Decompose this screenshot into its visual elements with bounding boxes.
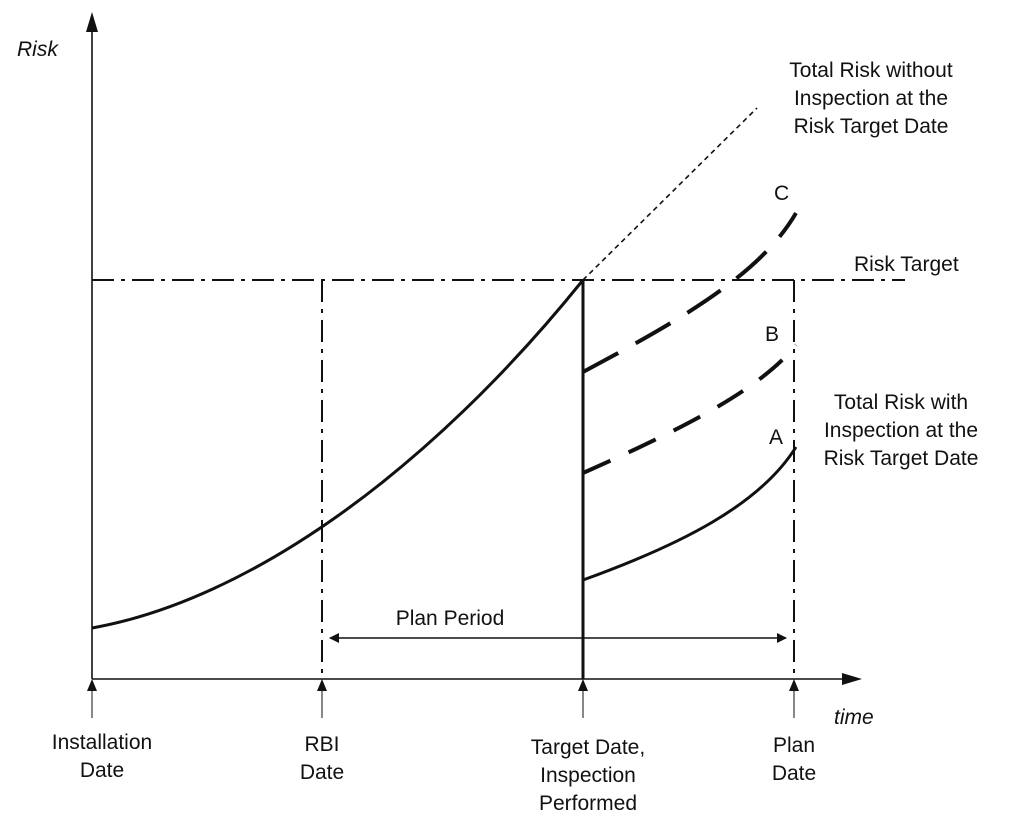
curve-a-label: A: [769, 426, 783, 449]
x-axis-label: time: [834, 706, 874, 729]
target-marker: [578, 679, 588, 718]
installation-marker: [87, 679, 97, 718]
plan-marker: [789, 679, 799, 718]
installation-date-label: Installation Date: [52, 731, 152, 782]
target-date-label: Target Date, Inspection Performed: [531, 736, 645, 815]
risk-curve-before-inspection: [91, 279, 585, 630]
svg-text:Date: Date: [80, 759, 124, 782]
plan-date-label: Plan Date: [772, 734, 816, 785]
risk-without-inspection-line: [582, 107, 758, 281]
rbi-marker: [317, 679, 327, 718]
svg-text:RBI: RBI: [304, 733, 339, 756]
total-risk-without-label: Total Risk without Inspection at the Ris…: [789, 59, 953, 138]
y-axis-label: Risk: [17, 38, 59, 61]
curve-a: [582, 446, 798, 582]
svg-text:Inspection at the: Inspection at the: [824, 419, 978, 442]
curve-b-label: B: [765, 323, 779, 346]
y-axis-arrowhead: [86, 12, 98, 32]
x-axis-arrowhead: [842, 673, 862, 685]
total-risk-with-label: Total Risk with Inspection at the Risk T…: [824, 391, 979, 470]
svg-text:Risk Target Date: Risk Target Date: [824, 447, 979, 470]
svg-text:Total Risk with: Total Risk with: [834, 391, 968, 414]
curve-c: [582, 211, 798, 374]
svg-text:Total Risk without: Total Risk without: [789, 59, 953, 82]
svg-text:Date: Date: [300, 761, 344, 784]
svg-text:Inspection at the: Inspection at the: [794, 87, 948, 110]
rbi-date-label: RBI Date: [300, 733, 344, 784]
svg-text:Plan: Plan: [773, 734, 815, 757]
curve-b: [582, 343, 798, 475]
svg-text:Target Date,: Target Date,: [531, 736, 645, 759]
svg-text:Installation: Installation: [52, 731, 152, 754]
svg-text:Risk Target Date: Risk Target Date: [794, 115, 949, 138]
svg-text:Performed: Performed: [539, 792, 637, 815]
svg-text:Inspection: Inspection: [540, 764, 636, 787]
svg-text:Date: Date: [772, 762, 816, 785]
curve-c-label: C: [774, 182, 789, 205]
risk-target-label: Risk Target: [854, 253, 959, 276]
plan-period-label: Plan Period: [396, 607, 505, 630]
